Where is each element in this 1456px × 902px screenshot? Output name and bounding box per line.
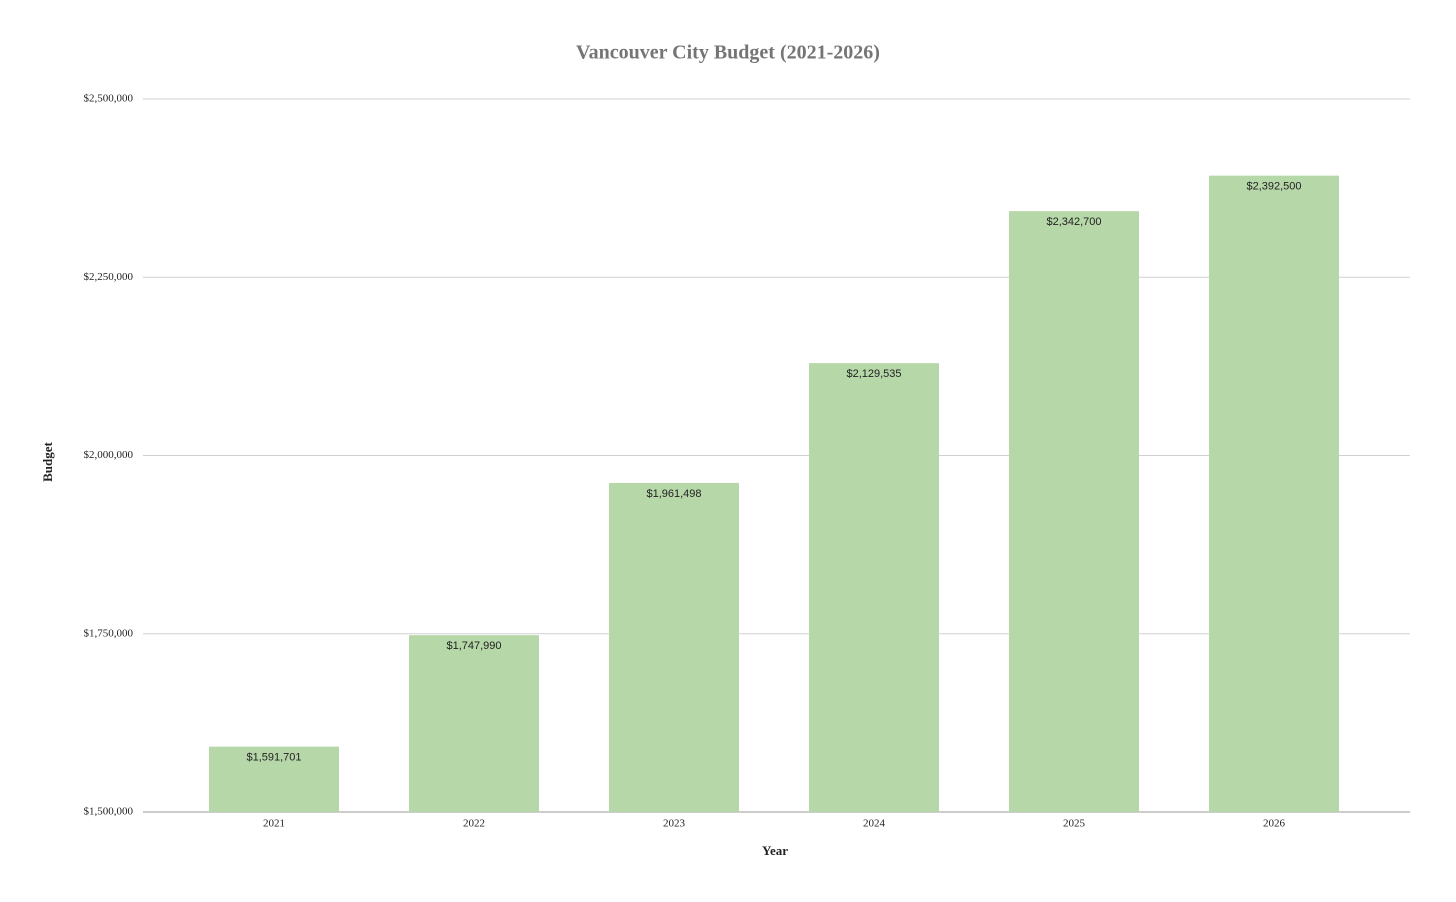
data-label: $2,342,700: [1046, 216, 1101, 228]
y-axis-label: Budget: [40, 441, 55, 481]
y-tick-label: $1,750,000: [84, 627, 134, 639]
bar: [209, 746, 339, 812]
bar: [1209, 175, 1339, 812]
bar: [409, 635, 539, 812]
bar: [609, 482, 739, 812]
chart-title: Vancouver City Budget (2021-2026): [576, 42, 880, 64]
data-label: $1,591,701: [246, 752, 301, 764]
data-label: $2,129,535: [846, 368, 901, 380]
data-label: $1,961,498: [646, 488, 701, 500]
x-tick-label: 2026: [1263, 818, 1286, 830]
x-tick-label: 2025: [1063, 818, 1086, 830]
bar: [809, 363, 939, 812]
x-tick-label: 2023: [663, 818, 686, 830]
data-label: $1,747,990: [446, 640, 501, 652]
bar: [1009, 211, 1139, 812]
data-label: $2,392,500: [1246, 181, 1301, 193]
y-tick-label: $1,500,000: [84, 806, 134, 818]
y-tick-label: $2,500,000: [84, 93, 134, 105]
x-tick-label: 2022: [463, 818, 485, 830]
x-tick-label: 2024: [863, 818, 886, 830]
x-tick-label: 2021: [263, 818, 285, 830]
y-tick-label: $2,000,000: [84, 449, 134, 461]
y-tick-label: $2,250,000: [84, 271, 134, 283]
x-axis-label: Year: [762, 843, 788, 858]
